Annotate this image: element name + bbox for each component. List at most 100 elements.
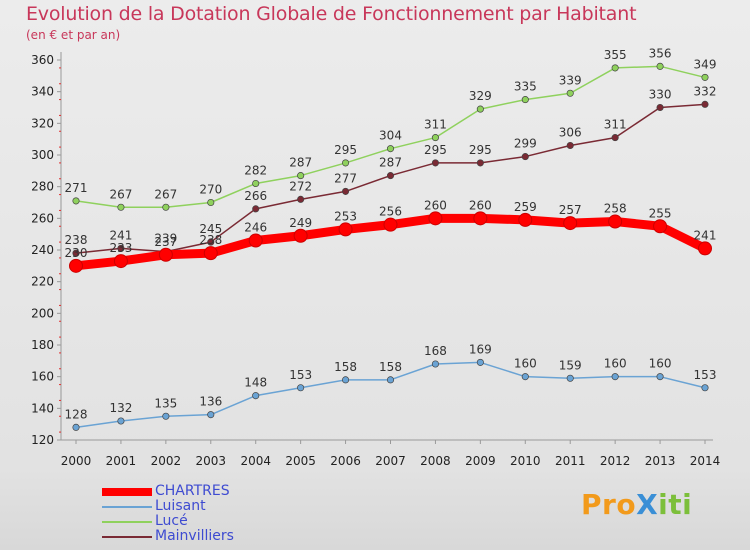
y-tick-label: 160 (31, 370, 54, 384)
legend-swatch (102, 521, 152, 523)
data-label: 241 (109, 228, 132, 242)
y-tick-label: 280 (31, 180, 54, 194)
data-label: 304 (379, 129, 402, 143)
y-tick-label: 360 (31, 53, 54, 67)
data-label: 272 (289, 179, 312, 193)
legend-swatch (102, 488, 152, 496)
data-point (431, 159, 439, 167)
y-tick-label: 320 (31, 116, 54, 130)
data-point (338, 222, 353, 237)
axes: 120 140 160 180 200 220 240 260 280 300 320 340 360 2… (31, 52, 720, 468)
data-label: 282 (244, 164, 267, 178)
data-label: 153 (289, 368, 312, 382)
y-tick-label: 120 (31, 433, 54, 447)
data-point (701, 73, 709, 81)
data-point (701, 384, 709, 392)
data-label: 246 (244, 221, 267, 235)
data-label: 355 (604, 48, 627, 62)
data-label: 256 (379, 205, 402, 219)
data-point (656, 103, 664, 112)
data-label: 295 (424, 143, 447, 157)
x-tick-label: 2002 (151, 454, 182, 468)
x-tick-label: 2005 (285, 454, 316, 468)
data-point (207, 238, 215, 246)
data-point (203, 246, 218, 261)
data-label: 349 (694, 57, 717, 71)
data-label: 159 (559, 358, 582, 372)
y-tick-label: 200 (31, 306, 54, 320)
data-point (72, 249, 80, 257)
data-label: 230 (65, 246, 88, 260)
data-point (521, 153, 529, 161)
chart-title: Evolution de la Dotation Globale de Fonc… (26, 3, 637, 25)
data-point (611, 373, 619, 381)
data-label: 128 (65, 407, 88, 421)
series-luisant: 128 132 135 136 148 153 158 158 168 169 160 159 160 1… (65, 342, 717, 431)
data-point (207, 198, 215, 207)
data-point (158, 247, 173, 262)
legend-swatch (102, 536, 152, 538)
data-label: 238 (65, 233, 88, 247)
data-label: 158 (379, 360, 402, 374)
legend-label: Mainvilliers (155, 528, 234, 544)
data-point (566, 374, 574, 382)
x-tick-label: 2000 (61, 454, 92, 468)
data-point (252, 179, 260, 188)
data-point (653, 219, 668, 234)
data-label: 295 (469, 143, 492, 157)
data-label: 287 (379, 156, 402, 170)
x-tick-label: 2001 (106, 454, 137, 468)
legend-label: Luisant (155, 498, 206, 514)
data-label: 132 (109, 401, 132, 415)
data-label: 238 (199, 233, 222, 247)
data-point (476, 159, 484, 167)
y-tick-label: 180 (31, 338, 54, 352)
data-label: 233 (109, 241, 132, 255)
data-label: 295 (334, 143, 357, 157)
data-label: 153 (694, 368, 717, 382)
x-tick-label: 2013 (645, 454, 676, 468)
series-lucé: 271 267 267 270 282 287 295 304 311 329 335 339 355 3… (65, 46, 717, 211)
data-point (656, 373, 664, 381)
data-point (473, 211, 488, 226)
legend-label: Lucé (155, 513, 188, 529)
data-label: 249 (289, 216, 312, 230)
data-point (72, 197, 80, 205)
data-point (521, 96, 529, 104)
series-mainvilliers: 238 241 239 245 266 272 277 287 295 295 299 306 311 3… (65, 84, 716, 257)
data-point (297, 195, 305, 203)
series-layer: 128 132 135 136 148 153 158 158 168 169 160 159 160 1… (65, 46, 717, 431)
data-point (611, 134, 619, 142)
data-label: 335 (514, 80, 537, 94)
data-point (698, 241, 712, 256)
data-point (383, 217, 398, 232)
data-label: 257 (559, 203, 582, 217)
data-point (476, 105, 484, 113)
data-label: 267 (154, 187, 177, 201)
data-label: 277 (334, 171, 357, 185)
data-label: 158 (334, 360, 357, 374)
data-label: 339 (559, 73, 582, 87)
data-label: 253 (334, 209, 357, 223)
y-tick-label: 300 (31, 148, 54, 162)
data-point (611, 64, 619, 72)
x-tick-label: 2004 (240, 454, 271, 468)
data-label: 271 (65, 181, 88, 195)
data-label: 241 (694, 228, 717, 242)
data-label: 306 (559, 126, 582, 140)
data-point (117, 417, 125, 425)
data-point (428, 211, 443, 226)
x-tick-label: 2010 (510, 454, 541, 468)
data-point (518, 212, 533, 227)
data-point (69, 258, 83, 273)
data-label: 135 (154, 396, 177, 410)
data-label: 260 (424, 198, 447, 212)
data-point (248, 233, 263, 248)
y-tick-label: 240 (31, 243, 54, 257)
data-label: 260 (469, 198, 492, 212)
data-label: 239 (154, 232, 177, 246)
x-tick-label: 2008 (420, 454, 451, 468)
data-label: 287 (289, 156, 312, 170)
